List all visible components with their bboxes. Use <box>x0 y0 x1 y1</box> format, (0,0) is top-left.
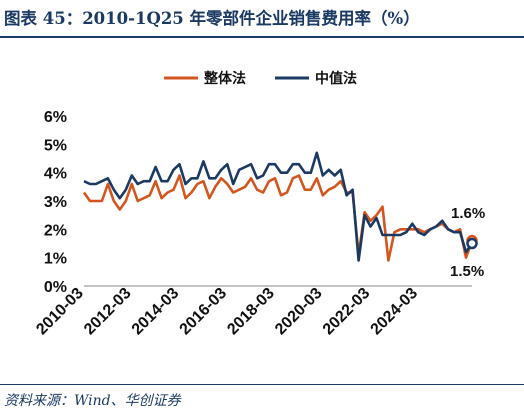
source-note: 资料来源：Wind、华创证券 <box>4 393 181 409</box>
title-divider <box>0 36 524 38</box>
y-tick-label: 1% <box>44 251 67 268</box>
y-tick-label: 5% <box>44 137 67 154</box>
legend-label-median: 中值法 <box>315 70 357 87</box>
y-tick-label: 3% <box>44 194 67 211</box>
x-axis: 2010-032012-032014-032016-032018-032020-… <box>33 285 472 339</box>
y-tick-label: 6% <box>44 109 67 126</box>
y-tick-label: 2% <box>44 222 67 239</box>
chart-title: 图表 45：2010-1Q25 年零部件企业销售费用率（%） <box>4 9 420 28</box>
end-label-overall: 1.6% <box>451 205 485 222</box>
y-axis: 0% 1% 2% 3% 4% 5% 6% <box>44 109 67 296</box>
series-layer <box>82 151 474 262</box>
end-marker-median <box>466 237 478 250</box>
series-line-overall <box>82 174 474 262</box>
x-tick-label: 2014-03 <box>129 285 183 339</box>
legend: 整体法 中值法 <box>164 70 357 87</box>
x-tick-label: 2020-03 <box>272 285 326 339</box>
end-label-median: 1.5% <box>450 263 484 280</box>
y-tick-label: 4% <box>44 166 67 183</box>
y-tick-label: 0% <box>44 279 67 296</box>
x-tick-label: 2016-03 <box>177 285 231 339</box>
footer-divider <box>0 384 524 385</box>
x-tick-label: 2018-03 <box>224 285 278 339</box>
x-tick-label: 2024-03 <box>368 285 422 339</box>
annotation-layer: 1.6% 1.5% <box>450 205 485 280</box>
x-tick-label: 2022-03 <box>320 285 374 339</box>
x-tick-label: 2012-03 <box>81 285 135 339</box>
legend-label-overall: 整体法 <box>203 70 246 87</box>
series-line-median <box>83 151 474 262</box>
